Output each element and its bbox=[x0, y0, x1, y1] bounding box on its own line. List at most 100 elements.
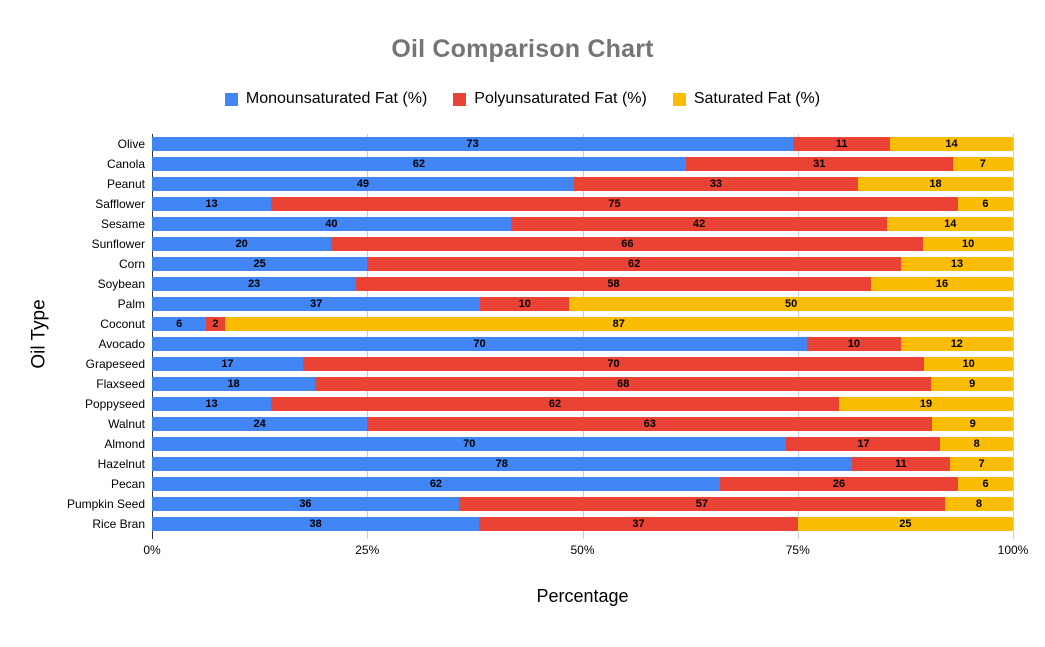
x-tick-label-100: 100% bbox=[997, 543, 1029, 557]
bar-value-label: 57 bbox=[695, 497, 708, 510]
bar-value-label: 26 bbox=[832, 477, 846, 490]
bar-row: Pecan 62 26 6 bbox=[111, 474, 1013, 494]
bar-segment-saturated: 14 bbox=[889, 137, 1013, 151]
legend-swatch-polyunsaturated-icon bbox=[453, 92, 467, 106]
bar-segment-saturated: 19 bbox=[838, 397, 1013, 411]
bar-segment-monounsaturated: 62 bbox=[152, 477, 720, 491]
bar-row: Corn 25 62 13 bbox=[119, 254, 1013, 274]
bar-value-label: 17 bbox=[221, 357, 234, 370]
bar-segment-polyunsaturated: 66 bbox=[331, 237, 924, 251]
bar-segment-polyunsaturated: 11 bbox=[793, 137, 890, 151]
category-label: Canola bbox=[106, 157, 145, 171]
bar-value-label: 13 bbox=[205, 397, 218, 410]
category-label: Peanut bbox=[106, 177, 145, 191]
bar-value-label: 10 bbox=[962, 237, 975, 250]
bar-row: Almond 70 17 8 bbox=[104, 434, 1013, 454]
category-label: Flaxseed bbox=[96, 377, 145, 391]
bar-value-label: 8 bbox=[973, 437, 980, 450]
bar-value-label: 10 bbox=[962, 357, 975, 370]
bar-value-label: 40 bbox=[325, 217, 338, 230]
bar-value-label: 38 bbox=[309, 517, 322, 530]
bar-value-label: 37 bbox=[632, 517, 645, 530]
bar-value-label: 25 bbox=[253, 257, 266, 270]
bar-segment-monounsaturated: 62 bbox=[152, 157, 686, 171]
category-label: Hazelnut bbox=[97, 457, 145, 471]
bar-row: Safflower 13 75 6 bbox=[95, 194, 1013, 214]
gridline-75 bbox=[797, 134, 799, 539]
x-tick-label-75: 75% bbox=[785, 543, 810, 557]
bar-row: Palm 37 10 50 bbox=[118, 294, 1013, 314]
bar-value-label: 18 bbox=[929, 177, 942, 190]
bar-segment-polyunsaturated: 17 bbox=[786, 437, 941, 451]
bar-value-label: 23 bbox=[247, 277, 261, 290]
category-label: Safflower bbox=[95, 197, 145, 211]
gridline-50 bbox=[582, 134, 584, 539]
bar-segment-polyunsaturated: 11 bbox=[851, 457, 951, 471]
bar-segment-saturated: 8 bbox=[944, 497, 1013, 511]
bar-segment-saturated: 8 bbox=[940, 437, 1013, 451]
bar-segment-polyunsaturated: 63 bbox=[367, 417, 933, 431]
category-label: Soybean bbox=[97, 277, 145, 291]
bar-value-label: 73 bbox=[466, 137, 479, 150]
bar-segment-polyunsaturated: 70 bbox=[302, 357, 925, 371]
x-tick-label-0: 0% bbox=[143, 543, 161, 557]
bar-row: Coconut 6 2 87 bbox=[100, 314, 1013, 334]
bar-value-label: 70 bbox=[463, 437, 476, 450]
bar-segment-monounsaturated: 17 bbox=[152, 357, 303, 371]
bar-value-label: 62 bbox=[548, 397, 562, 410]
bar-value-label: 11 bbox=[895, 457, 907, 470]
bar-value-label: 7 bbox=[979, 157, 986, 170]
bar-value-label: 31 bbox=[813, 157, 826, 170]
legend-label-monounsaturated: Monounsaturated Fat (%) bbox=[245, 90, 428, 107]
bar-segment-monounsaturated: 36 bbox=[152, 497, 459, 511]
bar-row: Peanut 49 33 18 bbox=[107, 174, 1013, 194]
plot-area: Olive 73 11 14 Canola 62 31 7 Peanut 49 33 18 Safflo… bbox=[67, 134, 1028, 606]
bar-segment-polyunsaturated: 26 bbox=[719, 477, 959, 491]
category-label: Walnut bbox=[108, 417, 145, 431]
bar-segment-saturated: 6 bbox=[958, 197, 1013, 211]
bar-segment-saturated: 7 bbox=[952, 157, 1013, 171]
bar-value-label: 42 bbox=[692, 217, 706, 230]
legend-item-saturated: Saturated Fat (%) bbox=[672, 90, 820, 108]
category-label: Almond bbox=[104, 437, 145, 451]
bar-rows: Olive 73 11 14 Canola 62 31 7 Peanut 49 33 18 Safflo… bbox=[67, 134, 1013, 534]
bar-segment-saturated: 7 bbox=[950, 457, 1013, 471]
bar-value-label: 7 bbox=[978, 457, 985, 470]
x-tick-label-25: 25% bbox=[355, 543, 380, 557]
bar-segment-monounsaturated: 78 bbox=[152, 457, 852, 471]
bar-row: Olive 73 11 14 bbox=[118, 134, 1013, 154]
bar-value-label: 70 bbox=[473, 337, 486, 350]
bar-value-label: 62 bbox=[628, 257, 641, 270]
bar-segment-saturated: 13 bbox=[901, 257, 1013, 271]
bar-value-label: 33 bbox=[709, 177, 723, 190]
bar-value-label: 87 bbox=[612, 317, 625, 330]
bar-row: Poppyseed 13 62 19 bbox=[85, 394, 1013, 414]
bar-segment-saturated: 12 bbox=[900, 337, 1013, 351]
stacked-bar: 62 31 7 bbox=[152, 157, 1013, 171]
bar-segment-saturated: 25 bbox=[797, 517, 1013, 531]
bar-value-label: 16 bbox=[935, 277, 949, 290]
bar-value-label: 2 bbox=[212, 317, 219, 330]
bar-value-label: 14 bbox=[944, 217, 957, 230]
bar-value-label: 62 bbox=[412, 157, 426, 170]
bar-segment-saturated: 87 bbox=[224, 317, 1013, 331]
bar-value-label: 14 bbox=[945, 137, 958, 150]
category-label: Grapeseed bbox=[85, 357, 145, 371]
stacked-bar: 38 37 25 bbox=[152, 517, 1013, 531]
bar-segment-polyunsaturated: 10 bbox=[480, 297, 570, 311]
x-tick-label-50: 50% bbox=[570, 543, 595, 557]
bar-segment-saturated: 10 bbox=[924, 357, 1013, 371]
legend-item-monounsaturated: Monounsaturated Fat (%) bbox=[224, 90, 428, 108]
legend-item-polyunsaturated: Polyunsaturated Fat (%) bbox=[453, 90, 647, 108]
bar-value-label: 20 bbox=[235, 237, 248, 250]
stacked-bar: 13 62 19 bbox=[152, 397, 1013, 411]
y-axis-title: Oil Type bbox=[29, 299, 51, 369]
chart-title: Oil Comparison Chart bbox=[391, 35, 654, 63]
bar-segment-monounsaturated: 38 bbox=[152, 517, 480, 531]
stacked-bar: 78 11 7 bbox=[152, 457, 1013, 471]
category-label: Sesame bbox=[100, 217, 145, 231]
category-label: Olive bbox=[117, 137, 145, 151]
bar-segment-saturated: 50 bbox=[569, 297, 1013, 311]
bar-value-label: 10 bbox=[518, 297, 531, 310]
bar-row: Sunflower 20 66 10 bbox=[92, 234, 1013, 254]
